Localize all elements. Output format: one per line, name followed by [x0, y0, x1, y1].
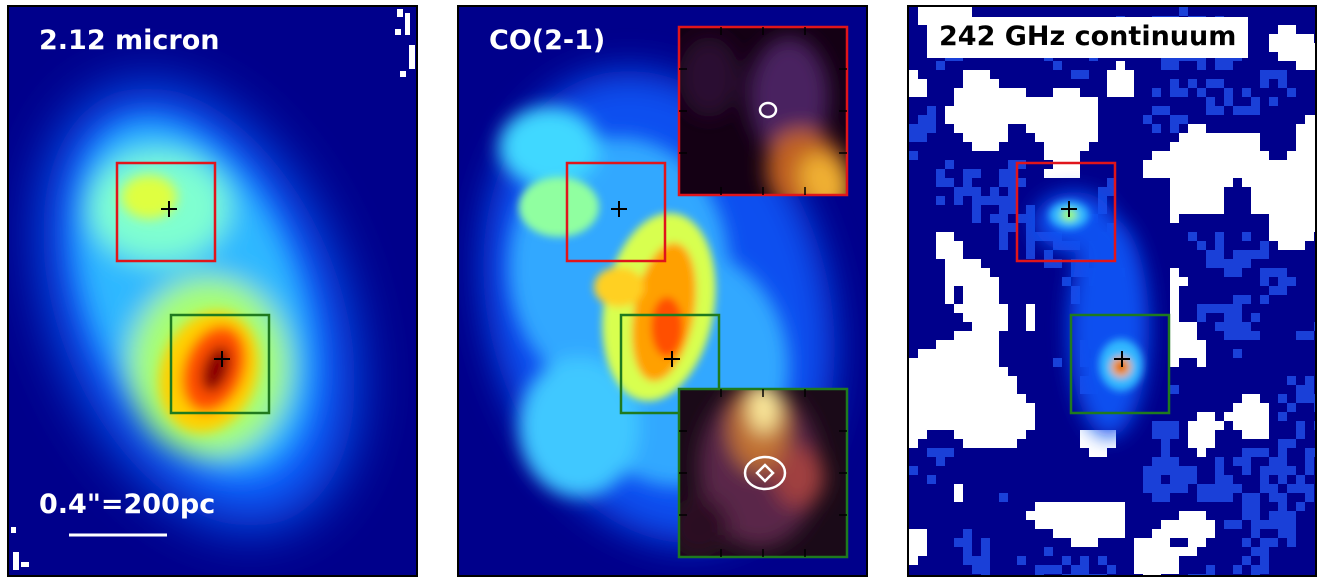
panel-label: CO(2-1)	[489, 25, 606, 56]
north-box	[565, 161, 667, 263]
scale-bar-label: 0.4"=200pc	[39, 489, 216, 520]
north-marker	[1061, 201, 1077, 217]
north-box	[115, 161, 217, 263]
south-box	[619, 313, 721, 415]
south-marker	[1114, 351, 1130, 367]
map-2um	[9, 7, 416, 575]
inset-north	[677, 25, 849, 197]
south-box	[1069, 313, 1171, 415]
north-marker	[611, 201, 627, 217]
north-box	[1015, 161, 1117, 263]
pixel-noise	[11, 9, 415, 570]
map-242ghz	[909, 7, 1315, 575]
panel-242ghz: 242 GHz continuum	[907, 5, 1317, 577]
panel-label: 242 GHz continuum	[927, 17, 1249, 58]
north-marker	[161, 201, 177, 217]
map-co21	[459, 7, 866, 575]
south-marker	[664, 351, 680, 367]
south-box	[169, 313, 271, 415]
south-marker	[214, 351, 230, 367]
inset-south	[677, 387, 849, 559]
panel-2um: 2.12 micron 0.4"=200pc	[7, 5, 418, 577]
panel-label: 2.12 micron	[39, 25, 220, 56]
panel-co21: CO(2-1)	[457, 5, 868, 577]
